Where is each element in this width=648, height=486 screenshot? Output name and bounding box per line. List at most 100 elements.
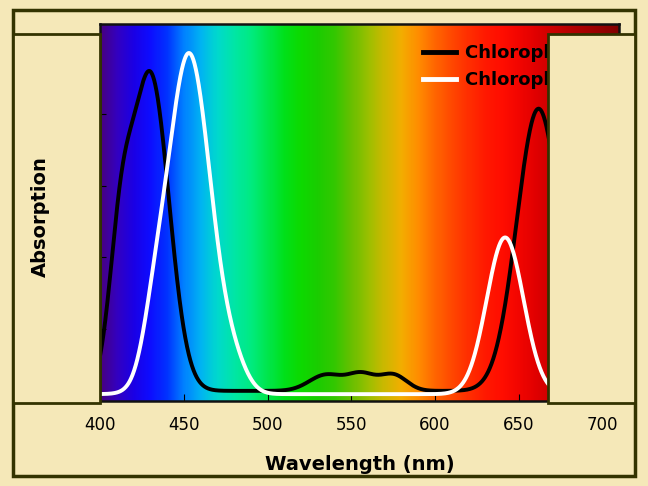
Text: 500: 500	[252, 416, 283, 434]
Bar	[593, 24, 594, 401]
Bar	[102, 24, 104, 401]
Bar	[484, 24, 485, 401]
Bar	[220, 24, 221, 401]
Bar	[421, 24, 422, 401]
Bar	[109, 24, 110, 401]
Bar	[379, 24, 380, 401]
Bar	[166, 24, 167, 401]
Bar	[475, 24, 476, 401]
Bar	[336, 24, 337, 401]
Bar	[600, 24, 601, 401]
Bar	[430, 24, 431, 401]
Bar	[459, 24, 460, 401]
Bar	[218, 24, 220, 401]
Bar	[557, 24, 558, 401]
Bar	[514, 24, 515, 401]
Bar	[586, 24, 588, 401]
Bar	[195, 24, 196, 401]
Bar	[531, 24, 532, 401]
Bar	[402, 24, 403, 401]
Bar	[272, 24, 273, 401]
Bar	[116, 24, 117, 401]
Bar	[396, 24, 397, 401]
Text: Wavelength (nm): Wavelength (nm)	[265, 454, 454, 474]
Bar	[362, 24, 363, 401]
Bar	[119, 24, 120, 401]
Bar	[295, 24, 296, 401]
Bar	[369, 24, 370, 401]
Bar	[542, 24, 543, 401]
Bar	[347, 24, 348, 401]
Bar	[125, 24, 126, 401]
Bar	[181, 24, 182, 401]
Bar	[286, 24, 287, 401]
Bar	[439, 24, 441, 401]
Bar	[147, 24, 148, 401]
Bar	[309, 24, 310, 401]
Bar	[498, 24, 500, 401]
Bar	[206, 24, 207, 401]
Bar	[128, 24, 130, 401]
Bar	[477, 24, 478, 401]
Bar	[487, 24, 488, 401]
Bar	[157, 24, 159, 401]
Bar	[257, 24, 258, 401]
Bar	[106, 24, 107, 401]
Text: 600: 600	[419, 416, 450, 434]
Bar	[142, 24, 143, 401]
Bar	[108, 24, 109, 401]
Bar	[124, 24, 125, 401]
Legend: Chlorophyll a, Chlorophyll b: Chlorophyll a, Chlorophyll b	[412, 34, 610, 100]
Bar	[161, 24, 163, 401]
Bar	[472, 24, 474, 401]
Bar	[248, 24, 249, 401]
Text: 700: 700	[586, 416, 618, 434]
Bar	[537, 24, 538, 401]
Bar	[334, 24, 335, 401]
Bar	[555, 24, 557, 401]
Bar	[231, 24, 232, 401]
Bar	[194, 24, 195, 401]
Bar	[121, 24, 122, 401]
Bar	[526, 24, 527, 401]
Bar	[467, 24, 469, 401]
Bar	[365, 24, 366, 401]
Bar	[211, 24, 213, 401]
Bar	[410, 24, 411, 401]
Bar	[237, 24, 238, 401]
Bar	[288, 24, 289, 401]
Bar	[501, 24, 502, 401]
Bar	[175, 24, 176, 401]
Bar	[107, 24, 108, 401]
Bar	[152, 24, 154, 401]
Bar	[176, 24, 177, 401]
Bar	[543, 24, 544, 401]
Bar	[546, 24, 548, 401]
Bar	[566, 24, 567, 401]
Bar	[493, 24, 494, 401]
Bar	[253, 24, 254, 401]
Bar	[204, 24, 205, 401]
Bar	[353, 24, 354, 401]
Bar	[303, 24, 304, 401]
Bar	[190, 24, 191, 401]
Bar	[489, 24, 491, 401]
Bar	[570, 24, 571, 401]
Bar	[574, 24, 575, 401]
Bar	[338, 24, 339, 401]
Bar	[216, 24, 218, 401]
Bar	[189, 24, 190, 401]
Bar	[292, 24, 294, 401]
Bar	[478, 24, 479, 401]
Bar	[610, 24, 612, 401]
Bar	[564, 24, 565, 401]
Bar	[305, 24, 306, 401]
Bar	[434, 24, 435, 401]
Bar	[507, 24, 508, 401]
Bar	[518, 24, 519, 401]
Bar	[198, 24, 199, 401]
Bar	[360, 24, 361, 401]
Bar	[562, 24, 563, 401]
Bar	[254, 24, 255, 401]
Bar	[432, 24, 434, 401]
